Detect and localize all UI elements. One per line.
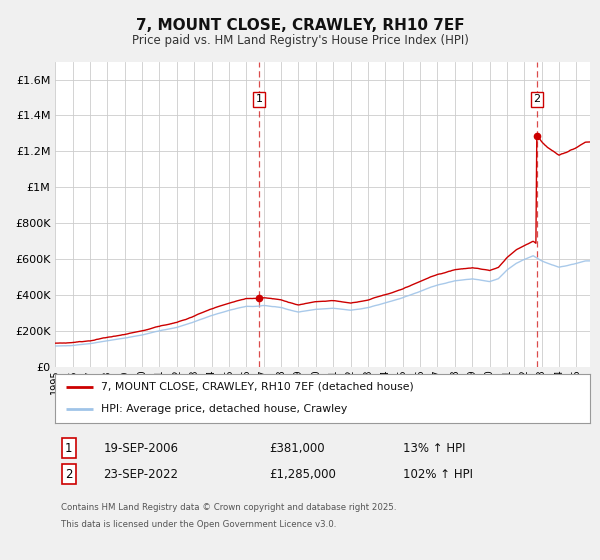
Text: 1: 1 [65,441,73,455]
Text: This data is licensed under the Open Government Licence v3.0.: This data is licensed under the Open Gov… [61,520,336,529]
Text: £381,000: £381,000 [269,441,325,455]
Text: 102% ↑ HPI: 102% ↑ HPI [403,468,473,481]
Text: 23-SEP-2022: 23-SEP-2022 [103,468,178,481]
Text: Contains HM Land Registry data © Crown copyright and database right 2025.: Contains HM Land Registry data © Crown c… [61,502,396,511]
Text: 13% ↑ HPI: 13% ↑ HPI [403,441,466,455]
Text: 1: 1 [256,94,262,104]
Text: 2: 2 [533,94,541,104]
Text: 19-SEP-2006: 19-SEP-2006 [103,441,178,455]
Text: Price paid vs. HM Land Registry's House Price Index (HPI): Price paid vs. HM Land Registry's House … [131,34,469,48]
Text: 7, MOUNT CLOSE, CRAWLEY, RH10 7EF (detached house): 7, MOUNT CLOSE, CRAWLEY, RH10 7EF (detac… [101,382,413,392]
Text: 2: 2 [65,468,73,481]
Text: £1,285,000: £1,285,000 [269,468,336,481]
Text: HPI: Average price, detached house, Crawley: HPI: Average price, detached house, Craw… [101,404,347,414]
Text: 7, MOUNT CLOSE, CRAWLEY, RH10 7EF: 7, MOUNT CLOSE, CRAWLEY, RH10 7EF [136,18,464,32]
